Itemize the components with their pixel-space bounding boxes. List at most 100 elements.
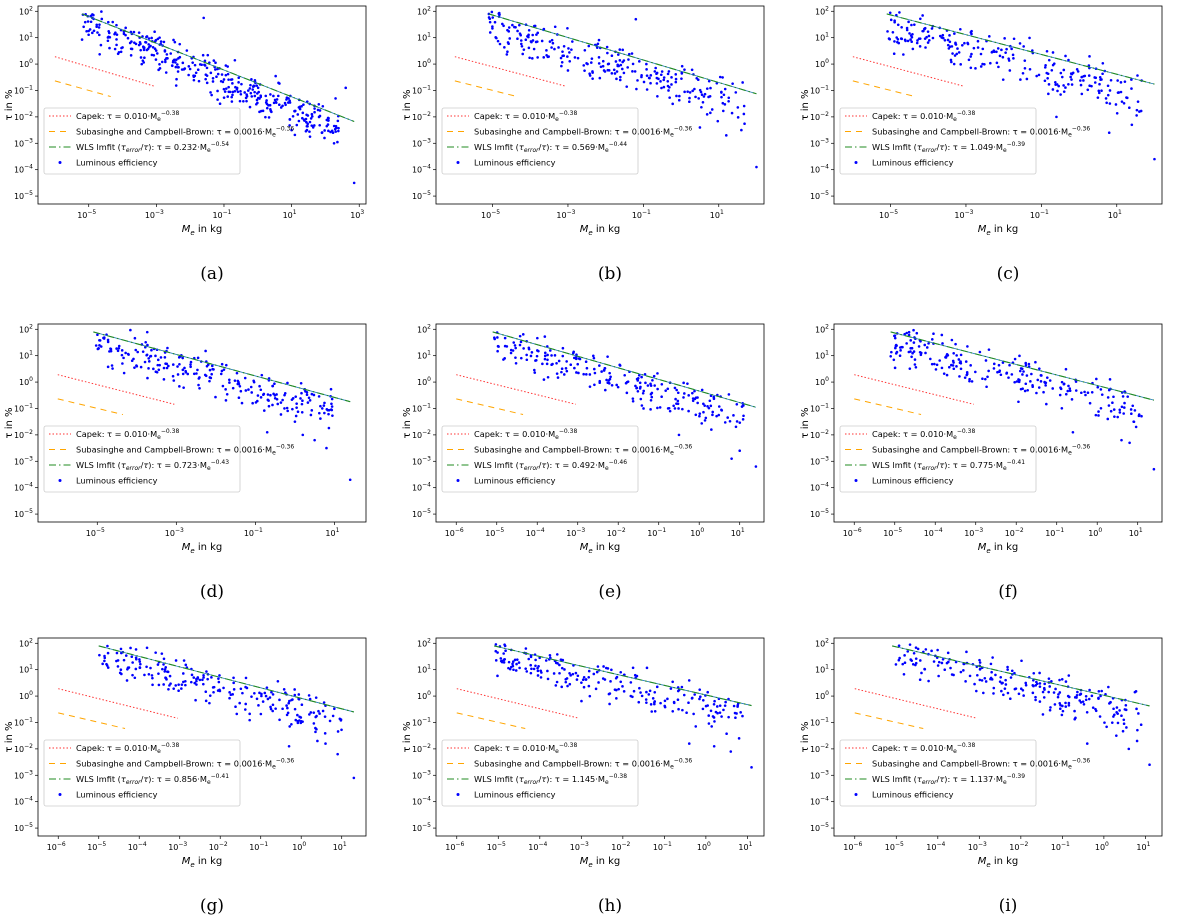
data-point (225, 393, 229, 396)
data-point (151, 683, 154, 687)
data-point (1134, 690, 1138, 693)
data-point (1001, 78, 1005, 81)
data-point (308, 697, 312, 701)
data-point (134, 648, 138, 651)
data-point (940, 661, 944, 665)
data-point (326, 123, 330, 126)
data-point (98, 653, 101, 657)
data-point (520, 42, 523, 46)
data-point (695, 76, 699, 80)
data-point (664, 389, 667, 392)
data-point (244, 676, 248, 680)
panel-caption: (i) (999, 896, 1018, 916)
data-point (1067, 695, 1071, 699)
data-point (91, 31, 94, 35)
data-point (150, 36, 153, 40)
x-axis-label: Me in kg (978, 224, 1019, 237)
data-point (312, 124, 316, 127)
y-tick-label: 10−2 (412, 743, 431, 754)
data-point (176, 70, 180, 73)
data-point (631, 62, 635, 66)
data-point (696, 401, 699, 405)
data-point (1018, 369, 1022, 373)
capek-line (854, 374, 974, 405)
data-point (926, 30, 930, 33)
data-point (893, 40, 896, 43)
data-point (899, 349, 902, 352)
data-point (198, 386, 201, 390)
x-tick-label: 101 (325, 527, 339, 538)
data-point (122, 356, 125, 360)
data-point (924, 648, 928, 651)
data-point (908, 643, 912, 646)
data-point (176, 373, 180, 376)
data-point (269, 108, 272, 111)
panel-caption: (e) (598, 582, 621, 602)
data-point (174, 61, 177, 64)
data-point (201, 678, 204, 682)
data-point (314, 730, 317, 734)
data-point (507, 30, 511, 33)
data-point (536, 669, 540, 673)
data-point (615, 675, 619, 679)
data-point (215, 75, 218, 78)
data-point (139, 662, 142, 666)
data-point (516, 29, 519, 33)
data-point (561, 54, 564, 58)
data-point (666, 80, 670, 83)
data-point (97, 33, 101, 37)
data-point (529, 663, 532, 667)
data-point (139, 56, 143, 59)
x-tick-label: 100 (1095, 841, 1109, 852)
data-point (603, 366, 607, 370)
data-point (1096, 385, 1100, 389)
data-point (327, 129, 330, 133)
data-point (606, 51, 609, 55)
data-point (238, 99, 242, 103)
capek-line (54, 56, 155, 87)
data-point (189, 363, 192, 366)
data-point (618, 48, 622, 51)
data-point (210, 676, 213, 679)
data-point (680, 72, 684, 75)
data-point (119, 647, 123, 651)
data-point (622, 690, 626, 693)
data-point (211, 76, 215, 80)
data-point (308, 120, 312, 124)
data-point (666, 387, 670, 391)
x-tick-label: 10−2 (1005, 527, 1024, 538)
data-point (1110, 721, 1114, 724)
data-point (241, 691, 244, 695)
data-point (980, 679, 984, 682)
data-point (681, 708, 684, 712)
x-tick-label: 10−1 (653, 841, 672, 852)
data-point (969, 364, 972, 367)
data-point (493, 336, 496, 340)
y-tick-label: 10−1 (810, 716, 829, 727)
data-point (649, 74, 653, 77)
data-point (103, 659, 106, 663)
legend-label: WLS lmfit (τerror/τ): τ = 0.569·Me−0.44 (474, 141, 627, 154)
data-point (1098, 75, 1102, 79)
data-point (668, 85, 671, 89)
data-point (143, 56, 146, 60)
data-point (214, 68, 217, 71)
data-point (701, 100, 705, 104)
data-point (610, 383, 614, 387)
data-point (1082, 79, 1085, 82)
legend-label: Capek: τ = 0.010·Me−0.38 (76, 742, 179, 755)
y-tick-label: 100 (417, 690, 431, 701)
data-point (906, 39, 910, 43)
data-point (580, 699, 583, 703)
data-point (85, 29, 88, 33)
data-point (131, 673, 134, 677)
data-point (645, 68, 648, 71)
data-point (1084, 698, 1088, 702)
data-point (608, 692, 612, 695)
data-point (249, 83, 252, 87)
data-point (1115, 112, 1119, 115)
data-point (727, 393, 731, 396)
data-point (903, 661, 907, 665)
data-point (1006, 668, 1009, 671)
legend-label: Luminous efficiency (872, 476, 954, 486)
